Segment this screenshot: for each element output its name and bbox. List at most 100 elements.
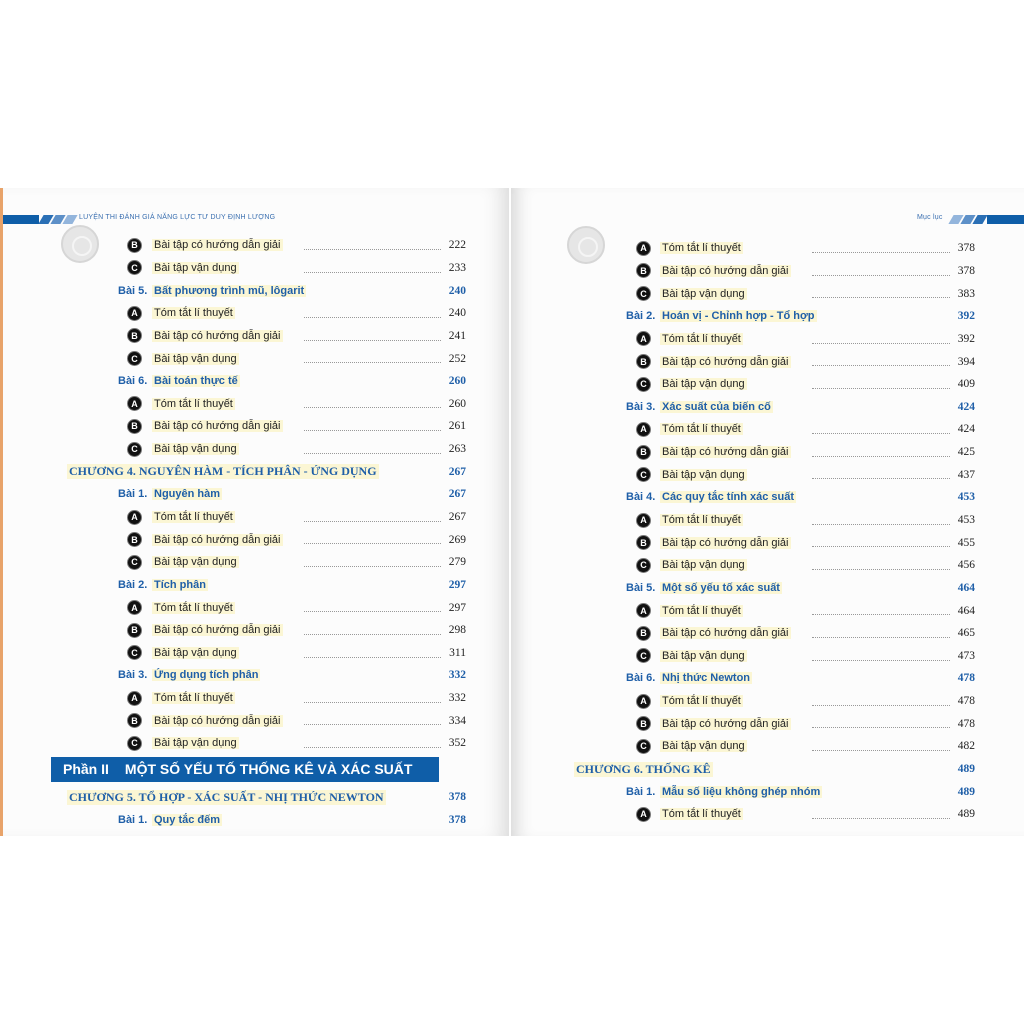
badge-a-icon: A: [637, 604, 650, 618]
toc-item-row[interactable]: B Bài tập có hướng dẫn giải 334: [3, 709, 509, 732]
toc-lesson-row[interactable]: Bài 1. Mẫu số liệu không ghép nhóm 489: [511, 780, 1024, 803]
dot-leader: [812, 455, 950, 457]
lesson-title: Quy tắc đếm: [152, 813, 223, 826]
toc-item-row[interactable]: C Bài tập vận dụng 263: [3, 438, 509, 461]
entry-title: Bài tập vận dụng: [152, 352, 239, 365]
toc-item-row[interactable]: B Bài tập có hướng dẫn giải 455: [511, 531, 1024, 554]
badge-b-icon: B: [637, 626, 650, 640]
page-number: 378: [957, 264, 975, 277]
badge-c-icon: C: [128, 352, 141, 366]
page-number: 241: [448, 329, 466, 342]
toc-lesson-row[interactable]: Bài 5. Một số yếu tố xác suất 464: [511, 577, 1024, 600]
badge-c-icon: C: [637, 649, 650, 663]
page-number: 298: [448, 624, 466, 637]
entry-title: Bài tập có hướng dẫn giải: [660, 536, 791, 549]
lesson-label: Bài 1.: [626, 785, 656, 798]
header-stripes: [948, 215, 1024, 224]
lesson-title: Nhị thức Newton: [660, 672, 753, 685]
dot-leader: [812, 546, 950, 548]
badge-b-icon: B: [128, 419, 141, 433]
page-number: 383: [957, 287, 975, 300]
badge-c-icon: C: [128, 736, 141, 750]
page-number: 473: [957, 649, 975, 662]
toc-item-row[interactable]: B Bài tập có hướng dẫn giải 269: [3, 528, 509, 551]
entry-title: Tóm tắt lí thuyết: [152, 397, 235, 410]
page-number: 267: [448, 465, 466, 478]
badge-c-icon: C: [128, 555, 141, 569]
page-number: 222: [448, 239, 466, 252]
toc-lesson-row[interactable]: Bài 2. Hoán vị - Chỉnh hợp - Tổ hợp 392: [511, 305, 1024, 328]
toc-item-row[interactable]: A Tóm tắt lí thuyết 240: [3, 302, 509, 325]
page-number: 297: [448, 601, 466, 614]
toc-lesson-row[interactable]: Bài 1. Nguyên hàm 267: [3, 483, 509, 506]
dot-leader: [812, 568, 950, 570]
badge-a-icon: A: [128, 306, 141, 320]
toc-item-row[interactable]: C Bài tập vận dụng 437: [511, 463, 1024, 486]
toc-item-row[interactable]: A Tóm tắt lí thuyết 453: [511, 509, 1024, 532]
toc-chapter-row[interactable]: CHƯƠNG 6. THỐNG KÊ 489: [511, 758, 1024, 781]
toc-lesson-row[interactable]: Bài 6. Nhị thức Newton 478: [511, 667, 1024, 690]
toc-item-row[interactable]: C Bài tập vận dụng 311: [3, 642, 509, 665]
toc-item-row[interactable]: C Bài tập vận dụng 279: [3, 551, 509, 574]
toc-item-row[interactable]: A Tóm tắt lí thuyết 297: [3, 596, 509, 619]
toc-item-row[interactable]: B Bài tập có hướng dẫn giải 241: [3, 325, 509, 348]
toc-item-row[interactable]: A Tóm tắt lí thuyết 489: [511, 803, 1024, 826]
toc-lesson-row[interactable]: Bài 1. Quy tắc đếm 378: [3, 808, 509, 831]
toc-item-row[interactable]: C Bài tập vận dụng 383: [511, 282, 1024, 305]
toc-item-row[interactable]: B Bài tập có hướng dẫn giải 261: [3, 415, 509, 438]
toc-lesson-row[interactable]: Bài 3. Ứng dụng tích phân 332: [3, 664, 509, 687]
toc-item-row[interactable]: B Bài tập có hướng dẫn giải 425: [511, 441, 1024, 464]
entry-title: Tóm tắt lí thuyết: [152, 511, 235, 523]
toc-item-row[interactable]: A Tóm tắt lí thuyết 267: [3, 506, 509, 529]
lesson-label: Bài 5.: [626, 581, 656, 594]
lesson-label: Bài 3.: [118, 669, 148, 682]
toc-item-row[interactable]: A Tóm tắt lí thuyết 332: [3, 687, 509, 710]
dot-leader: [304, 407, 441, 409]
toc-item-row[interactable]: C Bài tập vận dụng 352: [3, 732, 509, 755]
lesson-label: Bài 3.: [626, 400, 656, 413]
toc-lesson-row[interactable]: Bài 4. Các quy tắc tính xác suất 453: [511, 486, 1024, 509]
page-number: 394: [957, 355, 975, 368]
toc-item-row[interactable]: B Bài tập có hướng dẫn giải 222: [3, 234, 509, 257]
toc-chapter-row[interactable]: CHƯƠNG 4. NGUYÊN HÀM - TÍCH PHÂN - ỨNG D…: [3, 460, 509, 483]
toc-item-row[interactable]: C Bài tập vận dụng 252: [3, 347, 509, 370]
badge-b-icon: B: [128, 533, 141, 547]
toc-item-row[interactable]: B Bài tập có hướng dẫn giải 478: [511, 712, 1024, 735]
toc-item-row[interactable]: B Bài tập có hướng dẫn giải 378: [511, 260, 1024, 283]
entry-title: Bài tập có hướng dẫn giải: [660, 627, 791, 640]
badge-a-icon: A: [637, 513, 650, 527]
toc-lesson-row[interactable]: Bài 3. Xác suất của biến cố 424: [511, 395, 1024, 418]
toc-lesson-row[interactable]: Bài 6. Bài toán thực tế 260: [3, 370, 509, 393]
page-number: 453: [957, 491, 975, 504]
toc-item-row[interactable]: C Bài tập vận dụng 456: [511, 554, 1024, 577]
page-number: 378: [448, 791, 466, 804]
page-number: 352: [448, 737, 466, 750]
entry-title: Tóm tắt lí thuyết: [660, 423, 743, 436]
entry-title: Bài tập có hướng dẫn giải: [152, 714, 283, 727]
toc-item-row[interactable]: C Bài tập vận dụng 409: [511, 373, 1024, 396]
toc-lesson-row[interactable]: Bài 2. Tích phân 297: [3, 574, 509, 597]
toc-item-row[interactable]: A Tóm tắt lí thuyết 392: [511, 328, 1024, 351]
toc-item-row[interactable]: B Bài tập có hướng dẫn giải 394: [511, 350, 1024, 373]
lesson-title: Hoán vị - Chỉnh hợp - Tổ hợp: [660, 310, 817, 323]
toc-item-row[interactable]: B Bài tập có hướng dẫn giải 465: [511, 622, 1024, 645]
toc-item-row[interactable]: C Bài tập vận dụng 473: [511, 645, 1024, 668]
toc-item-row[interactable]: A Tóm tắt lí thuyết 478: [511, 690, 1024, 713]
page-number: 464: [957, 604, 975, 617]
toc-item-row[interactable]: A Tóm tắt lí thuyết 378: [511, 237, 1024, 260]
page-number: 332: [448, 692, 466, 705]
toc-lesson-row[interactable]: Bài 5. Bất phương trình mũ, lôgarit 240: [3, 279, 509, 302]
toc-chapter-row[interactable]: CHƯƠNG 5. TỔ HỢP - XÁC SUẤT - NHỊ THỨC N…: [3, 786, 509, 809]
page-number: 409: [957, 378, 975, 391]
toc-item-row[interactable]: A Tóm tắt lí thuyết 424: [511, 418, 1024, 441]
dot-leader: [304, 747, 441, 749]
toc-item-row[interactable]: C Bài tập vận dụng 233: [3, 257, 509, 280]
entry-title: Tóm tắt lí thuyết: [152, 307, 235, 320]
toc-item-row[interactable]: A Tóm tắt lí thuyết 464: [511, 599, 1024, 622]
toc-item-row[interactable]: A Tóm tắt lí thuyết 260: [3, 392, 509, 415]
toc-item-row[interactable]: C Bài tập vận dụng 482: [511, 735, 1024, 758]
chapter-title: CHƯƠNG 4. NGUYÊN HÀM - TÍCH PHÂN - ỨNG D…: [67, 464, 379, 480]
lotus-logo-icon: [567, 226, 605, 264]
badge-b-icon: B: [128, 329, 141, 343]
toc-item-row[interactable]: B Bài tập có hướng dẫn giải 298: [3, 619, 509, 642]
